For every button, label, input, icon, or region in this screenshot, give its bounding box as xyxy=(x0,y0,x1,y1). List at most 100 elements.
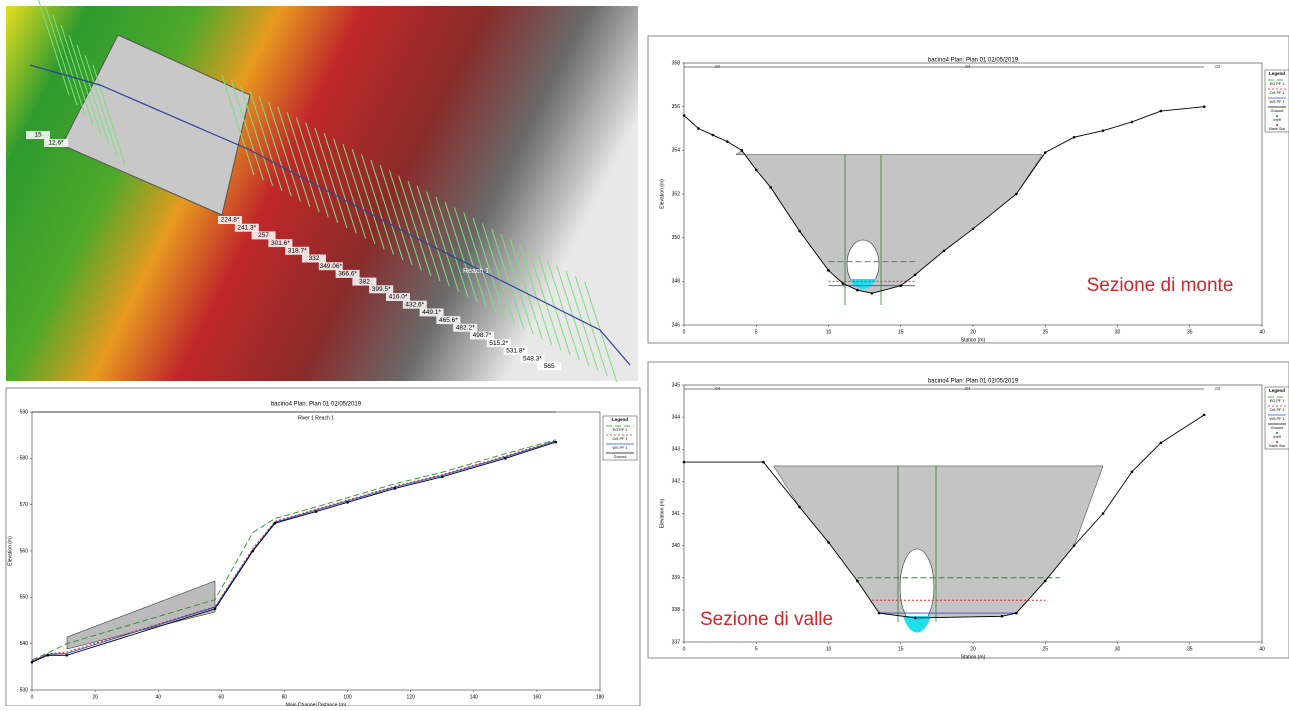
ground-point xyxy=(504,457,507,460)
map-label: 382 xyxy=(359,278,370,285)
ground-point xyxy=(762,461,765,464)
y-tick-label: 340 xyxy=(672,543,681,549)
map-label: 531.8* xyxy=(506,348,525,355)
ground-point xyxy=(914,617,917,620)
legend-label: Bank Sta xyxy=(1269,127,1285,131)
legend-label: Ground xyxy=(614,455,627,459)
map xyxy=(6,0,638,382)
x-tick-label: 100 xyxy=(343,694,352,700)
ground-point xyxy=(315,510,318,513)
legend-label: WS PF 1 xyxy=(612,446,627,450)
section-label: Sezione di monte xyxy=(1087,275,1234,296)
x-tick-label: 25 xyxy=(1042,329,1048,335)
x-axis-label: Station (m) xyxy=(961,337,986,343)
map-label: 366.6* xyxy=(338,271,357,278)
ground-point xyxy=(683,114,686,117)
y-tick-label: 348 xyxy=(672,279,681,285)
legend-label: Ground xyxy=(1271,426,1284,430)
map-label: 548.3* xyxy=(523,355,542,362)
map-label: 498.7* xyxy=(473,332,492,339)
profile-panel xyxy=(6,388,640,706)
x-tick-label: 0 xyxy=(31,694,34,700)
y-tick-label: 354 xyxy=(672,148,681,154)
x-tick-label: 40 xyxy=(1259,646,1265,652)
x-tick-label: 15 xyxy=(898,646,904,652)
ground-point xyxy=(1044,151,1047,154)
x-axis-label: Station (m) xyxy=(961,654,986,660)
ground-point xyxy=(1102,512,1105,515)
ground-point xyxy=(827,269,830,272)
y-tick-label: 344 xyxy=(672,414,681,420)
legend-label: Bank Sta xyxy=(1269,444,1285,448)
legend-label: Crit PF 1 xyxy=(1270,91,1285,95)
map-label: 318.7* xyxy=(288,248,307,255)
map-label: 565 xyxy=(544,363,555,370)
ground-point xyxy=(555,441,558,444)
y-tick-label: 338 xyxy=(672,607,681,613)
y-tick-label: 540 xyxy=(20,641,29,647)
n-label: .04 xyxy=(714,386,721,391)
ground-point xyxy=(755,169,758,172)
x-tick-label: 30 xyxy=(1115,646,1121,652)
ground-point xyxy=(1160,110,1163,113)
chart-title: bacino4 Plan: Plan 01 02/05/2019 xyxy=(271,402,362,408)
chart-subtitle: River 1 Reach 1 xyxy=(298,415,334,421)
n-label: .04 xyxy=(1214,64,1221,69)
x-tick-label: 180 xyxy=(596,694,605,700)
x-tick-label: 60 xyxy=(219,694,225,700)
reach-label: Reach 1 xyxy=(463,268,489,275)
map-label: 449.1* xyxy=(422,309,441,316)
chart-title: bacino4 Plan: Plan 01 02/05/2019 xyxy=(928,379,1019,385)
legend-title: Legend xyxy=(612,417,628,422)
y-tick-label: 343 xyxy=(672,447,681,453)
ground-point xyxy=(712,134,715,137)
ground-point xyxy=(1102,129,1105,132)
legend-label: EG PF 1 xyxy=(1270,399,1285,403)
ground-point xyxy=(1203,414,1206,417)
ground-point xyxy=(1015,612,1018,615)
legend-label: WS PF 1 xyxy=(1269,100,1284,104)
ground-point xyxy=(1131,470,1134,473)
map-label: 15 xyxy=(34,132,42,139)
terrain xyxy=(6,6,638,381)
ground-point xyxy=(252,550,255,553)
map-label: 241.3* xyxy=(237,224,256,231)
map-label: 399.5* xyxy=(372,286,391,293)
y-tick-label: 530 xyxy=(20,687,29,693)
y-tick-label: 358 xyxy=(672,60,681,66)
ground-point xyxy=(441,476,444,479)
legend-label: EG PF 1 xyxy=(1270,82,1285,86)
y-axis-label: Elevation (m) xyxy=(7,536,13,566)
x-tick-label: 80 xyxy=(282,694,288,700)
n-label: .04 xyxy=(964,64,971,69)
legend-label: WS PF 1 xyxy=(1269,417,1284,421)
ground-point xyxy=(346,501,349,504)
y-tick-label: 580 xyxy=(20,456,29,462)
ground-point xyxy=(394,487,397,490)
y-tick-label: 346 xyxy=(672,322,681,328)
ground-point xyxy=(65,654,68,657)
y-tick-label: 350 xyxy=(672,235,681,241)
ground-point xyxy=(1001,615,1004,618)
map-label: 515.2* xyxy=(489,340,508,347)
ground-point xyxy=(769,186,772,189)
ground-point xyxy=(972,228,975,231)
x-tick-label: 15 xyxy=(898,329,904,335)
map-label: 465.6* xyxy=(439,317,458,324)
ground-point xyxy=(46,654,49,657)
y-tick-label: 345 xyxy=(672,382,681,388)
y-tick-label: 352 xyxy=(672,191,681,197)
x-tick-label: 40 xyxy=(155,694,161,700)
x-tick-label: 20 xyxy=(92,694,98,700)
ground-point xyxy=(871,292,874,295)
x-tick-label: 20 xyxy=(970,646,976,652)
y-tick-label: 550 xyxy=(20,595,29,601)
ground-point xyxy=(31,661,34,664)
screenshot: 1512.6*224.8*241.3*257301.6*318.7*332349… xyxy=(0,0,1289,706)
ground-point xyxy=(856,580,859,583)
legend-label: Crit PF 1 xyxy=(1270,408,1285,412)
legend-title: Legend xyxy=(1269,71,1285,76)
map-label: 432.6* xyxy=(405,301,424,308)
x-tick-label: 5 xyxy=(755,646,758,652)
ground-point xyxy=(1073,136,1076,139)
